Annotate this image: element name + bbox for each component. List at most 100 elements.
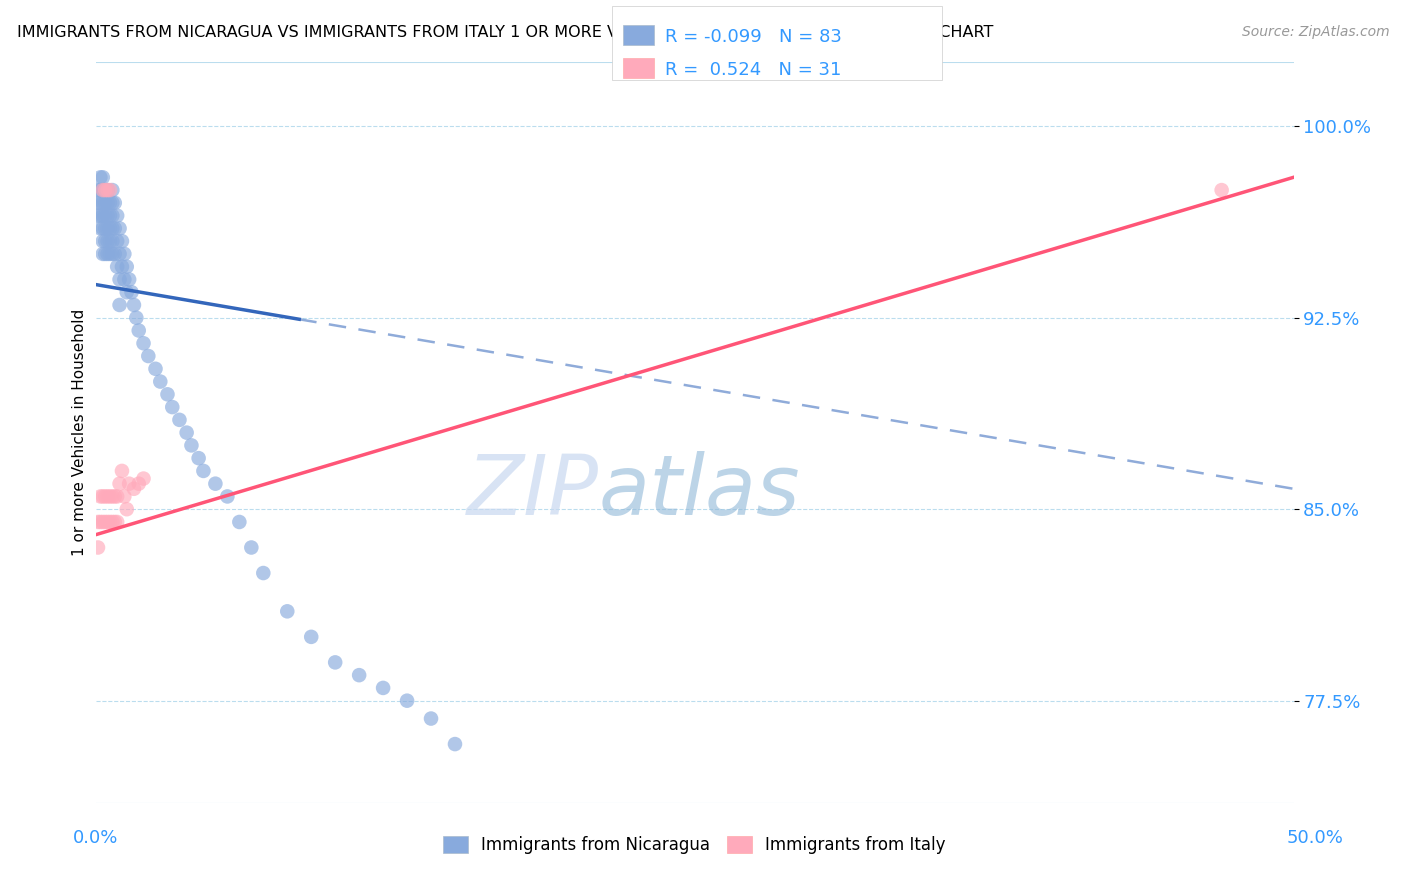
Point (122, 482, 145, 496)
Y-axis label: 1 or more Vehicles in Household: 1 or more Vehicles in Household (72, 309, 87, 557)
Point (98, 221, 121, 235)
Point (101, 221, 124, 235)
Point (94, 247, 117, 261)
Point (87, 541, 110, 555)
Point (91, 234, 114, 248)
Point (228, 515, 250, 529)
Point (98, 234, 121, 248)
Point (145, 361, 167, 376)
Point (111, 464, 134, 478)
Point (94, 490, 117, 504)
Point (193, 464, 215, 478)
Point (156, 387, 179, 401)
Point (98, 490, 121, 504)
Point (323, 656, 346, 670)
Point (217, 490, 239, 504)
Point (105, 209, 128, 223)
Point (91, 221, 114, 235)
Point (396, 694, 419, 708)
Point (101, 183, 124, 197)
Point (187, 451, 209, 466)
Point (97, 183, 120, 197)
Point (87, 195, 110, 210)
Point (97, 221, 120, 235)
Point (132, 472, 155, 486)
Point (444, 737, 467, 751)
Point (176, 425, 198, 440)
Text: 0.0%: 0.0% (73, 829, 118, 847)
Point (97, 515, 120, 529)
Point (111, 260, 134, 274)
Point (105, 490, 128, 504)
Point (97, 183, 120, 197)
Point (108, 221, 131, 235)
Point (112, 272, 135, 286)
Point (162, 400, 184, 414)
Point (108, 247, 131, 261)
Point (89, 183, 111, 197)
Point (136, 349, 159, 363)
Point (105, 515, 128, 529)
Point (105, 260, 128, 274)
Point (87, 515, 110, 529)
Point (115, 502, 138, 516)
Point (89, 170, 111, 185)
Point (252, 566, 274, 580)
Point (94, 234, 117, 248)
Text: IMMIGRANTS FROM NICARAGUA VS IMMIGRANTS FROM ITALY 1 OR MORE VEHICLES IN HOUSEHO: IMMIGRANTS FROM NICARAGUA VS IMMIGRANTS … (17, 25, 993, 40)
Text: ZIP: ZIP (467, 451, 599, 533)
Point (101, 515, 124, 529)
Point (112, 490, 135, 504)
Point (108, 298, 131, 312)
Text: Source: ZipAtlas.com: Source: ZipAtlas.com (1241, 25, 1389, 39)
Point (104, 490, 127, 504)
Point (105, 234, 128, 248)
Point (420, 712, 443, 726)
Point (104, 515, 127, 529)
Point (91, 209, 114, 223)
Point (112, 247, 135, 261)
Point (91, 515, 114, 529)
Point (108, 476, 131, 491)
Point (97, 234, 120, 248)
Point (98, 247, 121, 261)
Point (104, 195, 127, 210)
Text: R =  0.524   N = 31: R = 0.524 N = 31 (665, 61, 841, 78)
Point (97, 247, 120, 261)
Point (118, 476, 141, 491)
Point (91, 170, 114, 185)
Point (276, 604, 298, 618)
Point (122, 298, 145, 312)
Point (98, 195, 121, 210)
Point (89, 195, 111, 210)
Point (89, 221, 111, 235)
Point (87, 209, 110, 223)
Point (98, 515, 121, 529)
Point (101, 247, 124, 261)
Point (94, 183, 117, 197)
Point (371, 681, 394, 695)
Point (91, 490, 114, 504)
Point (299, 630, 322, 644)
Point (91, 183, 114, 197)
Point (104, 221, 127, 235)
Point (347, 668, 370, 682)
Point (101, 234, 124, 248)
Point (240, 541, 263, 555)
Point (91, 195, 114, 210)
Point (125, 310, 148, 325)
Point (101, 195, 124, 210)
Point (91, 247, 114, 261)
Point (108, 272, 131, 286)
Point (94, 221, 117, 235)
Point (89, 490, 111, 504)
Point (118, 272, 141, 286)
Point (169, 413, 191, 427)
Point (94, 515, 117, 529)
Point (98, 209, 121, 223)
Point (97, 195, 120, 210)
Point (149, 375, 172, 389)
Point (101, 209, 124, 223)
Point (94, 183, 117, 197)
Point (94, 195, 117, 210)
